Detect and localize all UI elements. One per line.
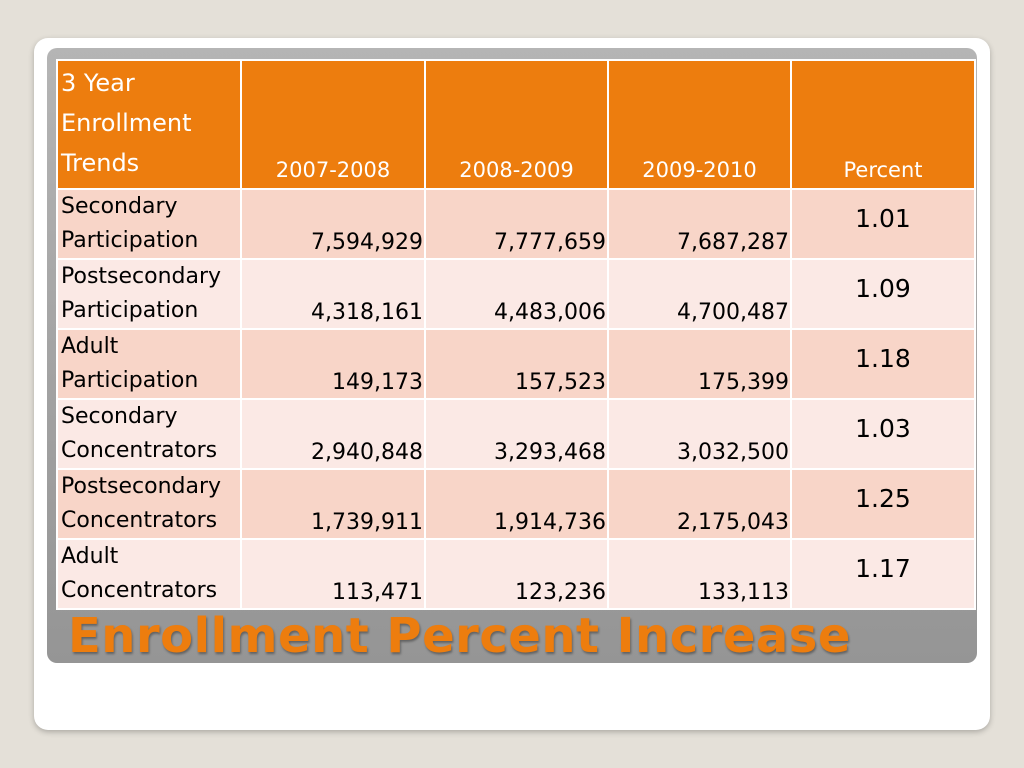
header-2007-2008: 2007-2008	[240, 59, 426, 190]
slide-title: Enrollment Percent Increase	[68, 608, 851, 664]
value-2007-2008: 7,594,929	[240, 188, 426, 260]
value-percent: 1.25	[790, 468, 976, 540]
value-2009-2010: 3,032,500	[607, 398, 792, 470]
header-percent: Percent	[790, 59, 976, 190]
value-2009-2010: 7,687,287	[607, 188, 792, 260]
value-percent: 1.17	[790, 538, 976, 610]
value-2008-2009: 4,483,006	[424, 258, 609, 330]
table-row: Secondary Concentrators 2,940,848 3,293,…	[56, 398, 976, 470]
value-percent: 1.18	[790, 328, 976, 400]
value-2007-2008: 1,739,911	[240, 468, 426, 540]
table-row: Postsecondary Participation 4,318,161 4,…	[56, 258, 976, 330]
row-label: Secondary Concentrators	[56, 398, 242, 470]
value-2009-2010: 2,175,043	[607, 468, 792, 540]
value-2009-2010: 175,399	[607, 328, 792, 400]
value-percent: 1.03	[790, 398, 976, 470]
value-2009-2010: 4,700,487	[607, 258, 792, 330]
table-row: Adult Participation 149,173 157,523 175,…	[56, 328, 976, 400]
table-row: Adult Concentrators 113,471 123,236 133,…	[56, 538, 976, 610]
enrollment-table: 3 Year Enrollment Trends 2007-2008 2008-…	[56, 59, 976, 610]
row-label: Postsecondary Participation	[56, 258, 242, 330]
header-2009-2010: 2009-2010	[607, 59, 792, 190]
header-trends: 3 Year Enrollment Trends	[56, 59, 242, 190]
row-label: Secondary Participation	[56, 188, 242, 260]
value-2008-2009: 157,523	[424, 328, 609, 400]
value-2007-2008: 113,471	[240, 538, 426, 610]
table-row: Postsecondary Concentrators 1,739,911 1,…	[56, 468, 976, 540]
value-percent: 1.01	[790, 188, 976, 260]
table-row: Secondary Participation 7,594,929 7,777,…	[56, 188, 976, 260]
header-2008-2009: 2008-2009	[424, 59, 609, 190]
value-2007-2008: 149,173	[240, 328, 426, 400]
value-2008-2009: 123,236	[424, 538, 609, 610]
value-2008-2009: 7,777,659	[424, 188, 609, 260]
value-percent: 1.09	[790, 258, 976, 330]
value-2009-2010: 133,113	[607, 538, 792, 610]
row-label: Postsecondary Concentrators	[56, 468, 242, 540]
value-2007-2008: 4,318,161	[240, 258, 426, 330]
value-2008-2009: 1,914,736	[424, 468, 609, 540]
value-2008-2009: 3,293,468	[424, 398, 609, 470]
row-label: Adult Concentrators	[56, 538, 242, 610]
table-header-row: 3 Year Enrollment Trends 2007-2008 2008-…	[56, 59, 976, 190]
value-2007-2008: 2,940,848	[240, 398, 426, 470]
row-label: Adult Participation	[56, 328, 242, 400]
